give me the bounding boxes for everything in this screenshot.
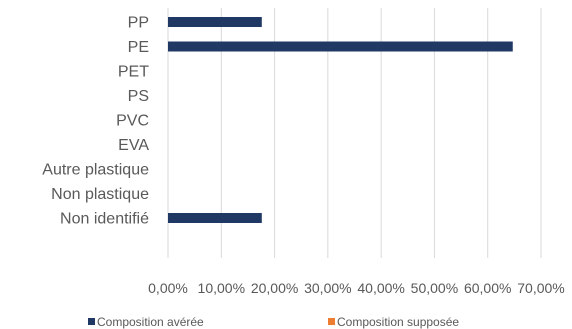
tick-label: 30,00%: [304, 280, 351, 296]
legend: Composition avérée Composition supposée: [88, 315, 459, 329]
legend-swatch: [328, 318, 335, 325]
category-label: PET: [118, 64, 149, 81]
tick-label: 0,00%: [148, 280, 188, 296]
category-label: PP: [128, 15, 149, 32]
legend-label: Composition supposée: [337, 315, 459, 329]
category-label: Non plastique: [51, 186, 149, 203]
category-label: Non identifié: [60, 211, 149, 228]
legend-swatch: [88, 318, 95, 325]
bar: [168, 213, 262, 223]
category-label: PE: [128, 39, 149, 56]
bar: [168, 41, 513, 52]
bar: [168, 17, 262, 27]
category-label: PS: [128, 88, 149, 105]
category-label: Autre plastique: [42, 162, 149, 179]
tick-label: 10,00%: [198, 280, 245, 296]
tick-label: 20,00%: [251, 280, 298, 296]
tick-label: 40,00%: [357, 280, 404, 296]
category-label: EVA: [118, 137, 149, 154]
value-axis-tick-labels: 0,00% 10,00% 20,00% 30,00% 40,00% 50,00% 60,00…: [148, 280, 565, 296]
legend-label: Composition avérée: [97, 315, 204, 329]
tick-label: 70,00%: [517, 280, 564, 296]
tick-label: 60,00%: [464, 280, 511, 296]
category-axis-labels: PP PE PET PS PVC EVA Autre plastique Non plasti…: [42, 15, 149, 228]
tick-label: 50,00%: [411, 280, 458, 296]
category-label: PVC: [116, 113, 149, 130]
bars: [168, 17, 513, 223]
